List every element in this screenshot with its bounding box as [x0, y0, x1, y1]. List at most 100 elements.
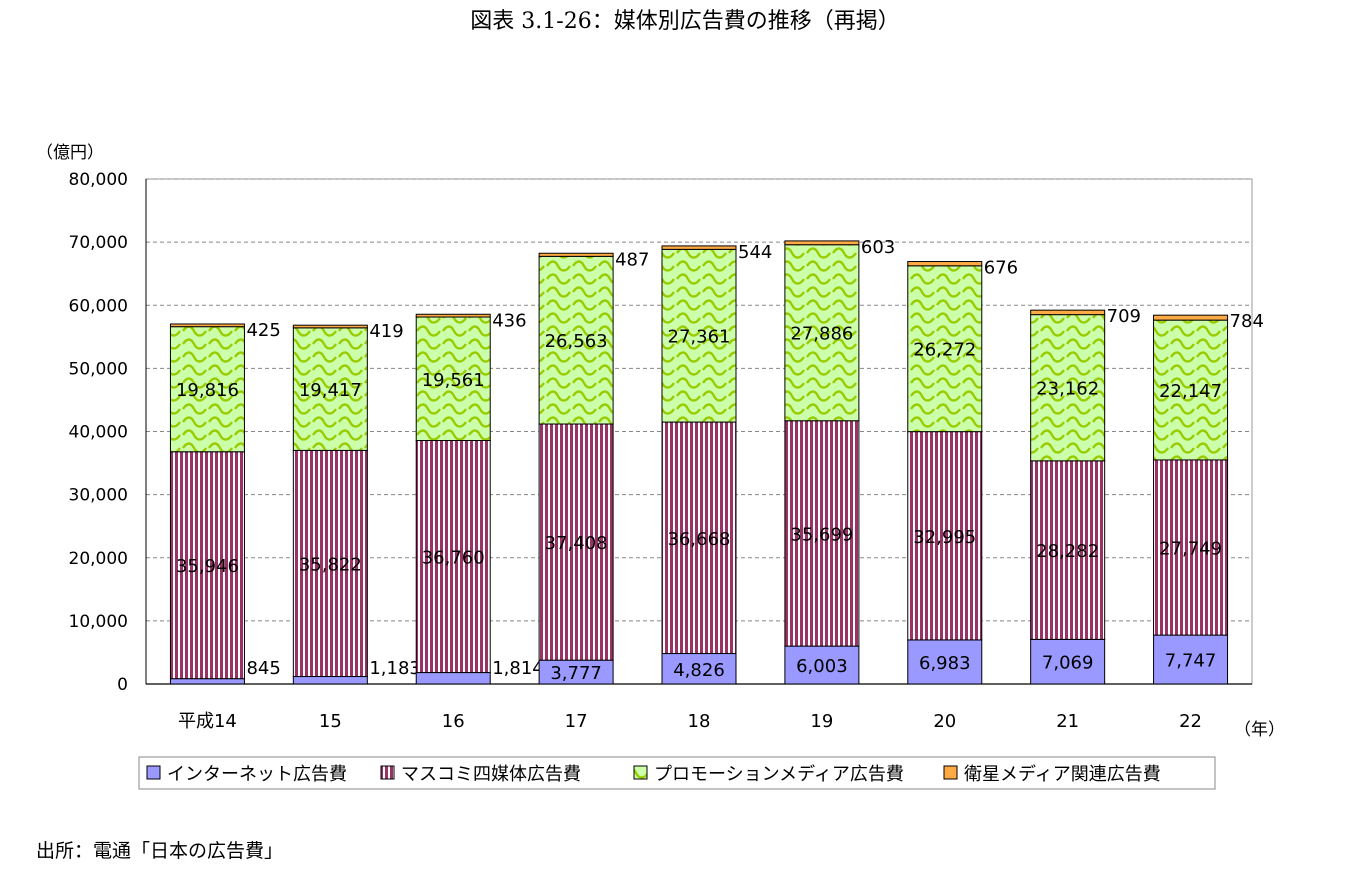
- x-tick-label: 16: [442, 711, 465, 732]
- data-label: 28,282: [1036, 541, 1099, 562]
- bar-segment-1: [169, 678, 245, 685]
- bar-segment-2: [538, 423, 614, 661]
- data-label: 27,886: [790, 324, 853, 345]
- data-label: 3,777: [550, 663, 602, 684]
- data-label: 6,983: [919, 653, 971, 674]
- x-tick-label: 20: [933, 711, 956, 732]
- data-label: 1,183: [369, 658, 421, 679]
- legend-label: インターネット広告費: [167, 764, 347, 785]
- legend-swatch: [146, 765, 161, 780]
- bar-segment-2: [415, 440, 491, 674]
- bar-segment-4: [292, 324, 368, 329]
- bar-segment-3: [784, 244, 860, 422]
- y-axis-unit-label: （億円）: [36, 143, 104, 163]
- data-label: 23,162: [1036, 379, 1099, 400]
- data-label: 6,003: [796, 656, 848, 677]
- bar-segment-3: [292, 327, 368, 451]
- bar-segment-4: [415, 313, 491, 318]
- data-label: 7,747: [1165, 651, 1217, 672]
- x-tick-label: 15: [319, 711, 342, 732]
- data-label: 603: [861, 237, 895, 258]
- bar-segment-2: [784, 420, 860, 647]
- data-label: 784: [1230, 311, 1264, 332]
- data-label: 419: [369, 321, 403, 342]
- bar-segment-3: [1030, 314, 1106, 462]
- chart-legend: インターネット広告費 マスコミ四媒体広告費 プロモーションメディア広告費 衛星メディア…: [138, 756, 1216, 790]
- figure-source: 出所：電通「日本の広告費」: [36, 840, 283, 862]
- bar-segment-1: [661, 653, 737, 685]
- bar-segment-2: [1030, 460, 1106, 640]
- data-label: 19,417: [299, 380, 362, 401]
- bar-segment-4: [1153, 314, 1229, 321]
- data-label: 36,668: [668, 529, 731, 550]
- y-tick-label: 0: [117, 675, 128, 695]
- data-label: 26,272: [913, 340, 976, 361]
- y-tick-label: 50,000: [69, 359, 128, 379]
- data-label: 709: [1107, 306, 1141, 327]
- bar-segment-2: [907, 431, 983, 641]
- data-label: 676: [984, 258, 1018, 279]
- data-label: 26,563: [545, 331, 608, 352]
- y-tick-label: 20,000: [69, 549, 128, 569]
- y-tick-label: 40,000: [69, 423, 128, 443]
- bar-segment-1: [292, 676, 368, 685]
- x-tick-label: 21: [1056, 711, 1079, 732]
- data-label: 1,814: [492, 658, 544, 679]
- legend-swatch: [380, 765, 395, 780]
- bar-segment-3: [1153, 319, 1229, 461]
- x-tick-label: 22: [1179, 711, 1202, 732]
- data-label: 35,822: [299, 554, 362, 575]
- y-tick-label: 60,000: [69, 296, 128, 316]
- bar-segment-3: [169, 326, 245, 453]
- data-label: 436: [492, 310, 526, 331]
- bar-segment-1: [907, 639, 983, 685]
- bar-segment-1: [1030, 638, 1106, 685]
- y-tick-label: 30,000: [69, 486, 128, 506]
- bar-segment-4: [784, 240, 860, 246]
- x-axis-unit-label: （年）: [1234, 720, 1285, 740]
- data-label: 7,069: [1042, 653, 1094, 674]
- bar-segment-1: [415, 672, 491, 685]
- data-label: 27,361: [668, 327, 731, 348]
- legend-swatch: [943, 765, 958, 780]
- data-label: 35,699: [790, 524, 853, 545]
- bar-segment-3: [661, 248, 737, 423]
- bar-segment-4: [1030, 309, 1106, 316]
- bar-segment-3: [538, 255, 614, 425]
- data-label: 27,749: [1159, 539, 1222, 560]
- bar-segment-2: [292, 449, 368, 678]
- y-tick-label: 80,000: [69, 170, 128, 190]
- bar-segment-3: [907, 265, 983, 433]
- legend-swatch: [633, 765, 648, 780]
- data-label: 36,760: [422, 548, 485, 569]
- x-tick-label: 19: [810, 711, 833, 732]
- data-label: 544: [738, 242, 772, 263]
- bar-segment-4: [169, 323, 245, 328]
- y-tick-label: 70,000: [69, 233, 128, 253]
- plot-area: 0 10,000 20,000 30,000 40,000 50,000 60,000 70,…: [69, 170, 1264, 732]
- bar-segment-2: [1153, 459, 1229, 636]
- figure-title: 図表 3.1-26：媒体別広告費の推移（再掲）: [470, 9, 899, 34]
- y-tick-label: 10,000: [69, 612, 128, 632]
- data-label: 32,995: [913, 527, 976, 548]
- data-label: 19,816: [176, 380, 239, 401]
- data-label: 35,946: [176, 556, 239, 577]
- data-label: 19,561: [422, 370, 485, 391]
- bar-segment-4: [907, 261, 983, 267]
- data-label: 37,408: [545, 533, 608, 554]
- data-label: 487: [615, 249, 649, 270]
- legend-box: [138, 756, 1216, 790]
- bar-segment-2: [661, 421, 737, 655]
- legend-label: マスコミ四媒体広告費: [401, 764, 581, 785]
- data-label: 845: [246, 658, 280, 679]
- data-label: 22,147: [1159, 381, 1222, 402]
- bar-segment-4: [661, 245, 737, 250]
- x-tick-label: 平成14: [178, 711, 237, 732]
- bar-segment-3: [415, 316, 491, 442]
- legend-label: 衛星メディア関連広告費: [964, 764, 1161, 785]
- legend-label: プロモーションメディア広告費: [654, 764, 904, 785]
- data-label: 425: [246, 320, 280, 341]
- x-tick-label: 18: [688, 711, 711, 732]
- data-label: 4,826: [673, 660, 725, 681]
